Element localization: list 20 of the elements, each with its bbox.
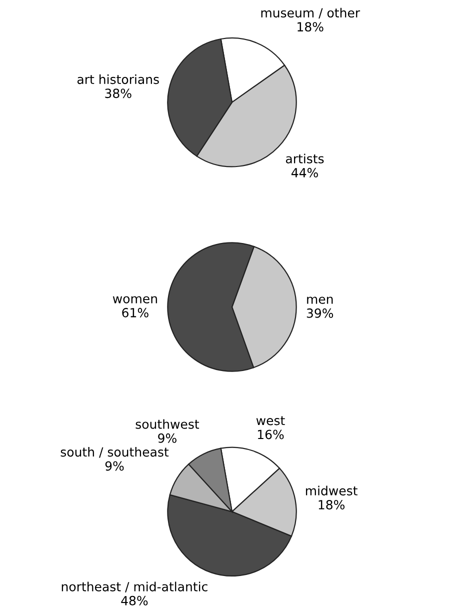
slice-label: art historians <box>77 74 159 84</box>
slice-label: men <box>307 296 333 304</box>
data-label: 16% <box>258 430 284 440</box>
data-label: 48% <box>121 596 148 606</box>
data-label: 38% <box>105 88 132 98</box>
data-label: 18% <box>298 22 324 32</box>
slice-label: northeast / mid-atlantic <box>62 582 208 592</box>
slice-label: museum / other <box>261 8 360 19</box>
data-label: 9% <box>158 433 176 443</box>
slice-label: west <box>256 416 285 426</box>
data-label: 39% <box>306 308 334 318</box>
slice-label: artists <box>286 154 324 164</box>
slice-label: south / southeast <box>60 447 169 458</box>
data-label: 9% <box>105 461 124 471</box>
slice-label: women <box>112 296 157 304</box>
data-label: 18% <box>318 500 345 510</box>
slice-label: southwest <box>136 419 200 429</box>
slice-label: midwest <box>306 486 358 496</box>
data-label: 44% <box>291 168 318 178</box>
data-label: 61% <box>122 308 148 318</box>
